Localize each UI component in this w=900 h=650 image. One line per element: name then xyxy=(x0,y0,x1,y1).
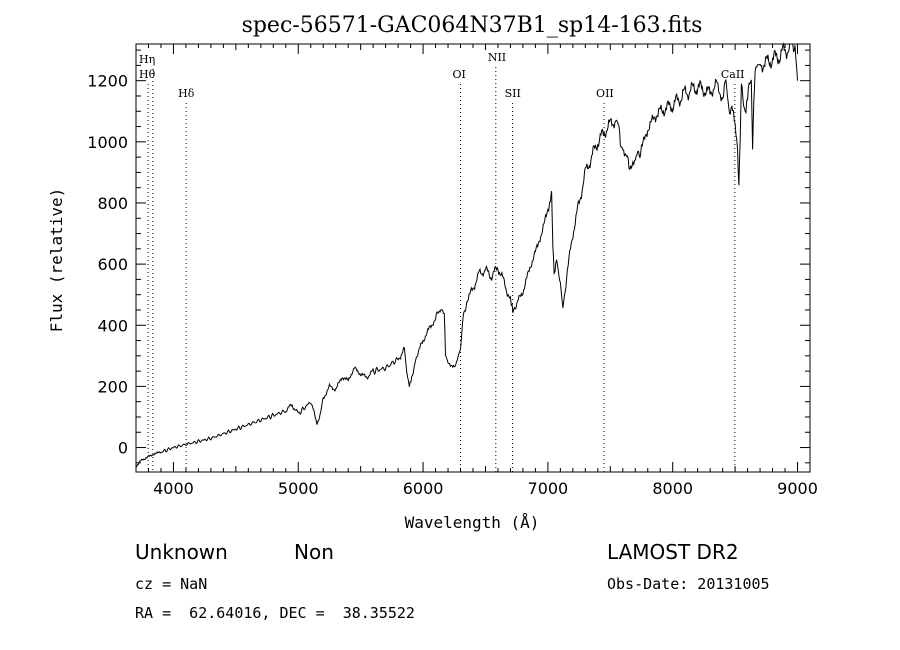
y-tick-label: 1200 xyxy=(87,72,128,91)
y-tick-label: 1000 xyxy=(87,133,128,152)
coordinates-label: RA = 62.64016, DEC = 38.35522 xyxy=(135,604,415,622)
line-label-0: Hη xyxy=(139,53,155,66)
spectrum-line xyxy=(135,42,798,468)
y-tick-label: 600 xyxy=(97,255,128,274)
spectrum-chart: spec-56571-GAC064N37B1_sp14-163.fits HηH… xyxy=(47,13,818,532)
spectral-line-markers: Hη Hθ Hδ OI NII SII OII CaII xyxy=(139,51,745,472)
axes: 4000 5000 6000 7000 8000 9000 0 200 400 600 800 100… xyxy=(87,44,818,498)
line-label-5: SII xyxy=(505,87,521,100)
y-tick-label: 400 xyxy=(97,316,128,335)
chart-title: spec-56571-GAC064N37B1_sp14-163.fits xyxy=(242,13,703,38)
redshift-label: cz = NaN xyxy=(135,575,208,593)
survey-label: LAMOST DR2 xyxy=(607,540,739,564)
y-tick-label: 200 xyxy=(97,377,128,396)
x-tick-label: 6000 xyxy=(403,479,444,498)
line-label-1: Hθ xyxy=(139,68,156,81)
line-label-2: Hδ xyxy=(178,87,195,100)
y-tick-label: 800 xyxy=(97,194,128,213)
x-tick-label: 9000 xyxy=(777,479,818,498)
line-label-6: OII xyxy=(596,87,614,100)
x-tick-label: 5000 xyxy=(278,479,319,498)
y-axis-label: Flux (relative) xyxy=(47,188,66,333)
subclass-label: Non xyxy=(294,540,334,564)
x-tick-label: 4000 xyxy=(153,479,194,498)
y-tick-label: 0 xyxy=(118,439,128,458)
line-label-4: NII xyxy=(488,51,506,64)
line-label-3: OI xyxy=(453,68,466,81)
x-tick-label: 8000 xyxy=(652,479,693,498)
plot-frame xyxy=(135,43,811,473)
obs-date-label: Obs-Date: 20131005 xyxy=(607,575,770,593)
class-label: Unknown xyxy=(135,540,228,564)
line-label-7: CaII xyxy=(721,68,745,81)
x-tick-label: 7000 xyxy=(528,479,569,498)
x-axis-label: Wavelength (Å) xyxy=(405,513,540,532)
